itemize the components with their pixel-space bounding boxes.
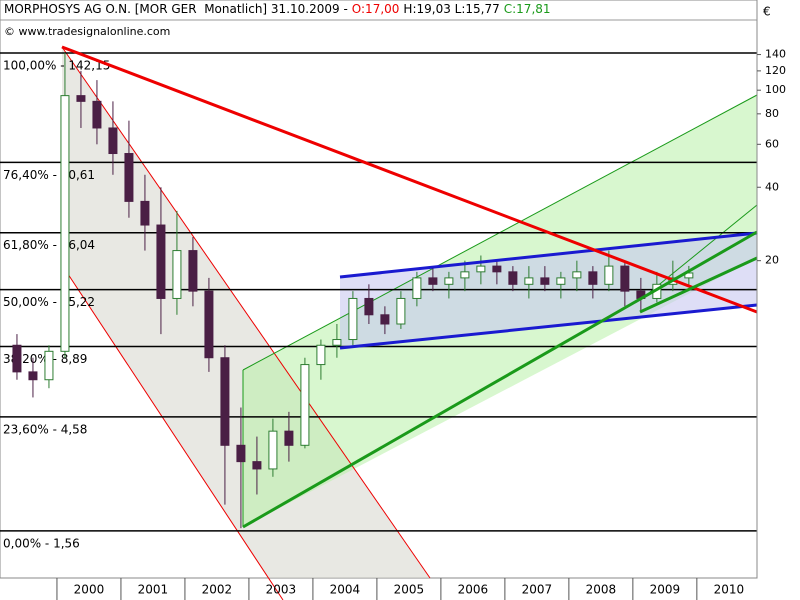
x-tick-label: 2003	[266, 583, 297, 597]
candle-body	[316, 344, 326, 366]
candle-body	[684, 272, 694, 279]
fib-label: 50,00% - 15,22	[3, 295, 95, 309]
candle-body	[492, 265, 502, 273]
candle-body	[332, 339, 342, 346]
header-close: C:17,81	[503, 2, 551, 16]
x-tick-label: 2004	[330, 583, 361, 597]
y-tick-label: 140	[765, 48, 786, 61]
candle-body	[60, 95, 70, 352]
candle-body	[188, 250, 198, 292]
x-tick-label: 2005	[394, 583, 425, 597]
fib-label: 0,00% - 1,56	[3, 536, 80, 550]
x-tick-label: 2001	[138, 583, 169, 597]
candle-body	[428, 277, 438, 285]
x-tick-label: 2002	[202, 583, 233, 597]
x-tick-label: 2010	[714, 583, 745, 597]
source: © www.tradesignalonline.com	[4, 25, 170, 38]
channel-line	[61, 264, 284, 600]
candle-body	[572, 271, 582, 279]
header-high-low: H:19,03 L:15,77	[403, 2, 500, 16]
candle-body	[524, 277, 534, 285]
candle-body	[12, 344, 22, 373]
trend-line	[61, 45, 758, 314]
drawings	[61, 46, 758, 600]
fib-label: 100,00% - 142,15	[3, 58, 110, 72]
candle-body	[300, 364, 310, 446]
y-tick-label: 120	[765, 64, 786, 77]
candle-body	[140, 200, 150, 226]
fib-label: 23,60% - 4,58	[3, 422, 87, 436]
candle-body	[620, 265, 630, 292]
y-tick-label: 60	[765, 137, 779, 150]
candle-body	[76, 95, 86, 102]
header-title: MORPHOSYS AG O.N. [MOR GER Monatlich] 31…	[4, 2, 348, 16]
trend-line	[639, 256, 758, 314]
candle-body	[44, 350, 54, 381]
trend-line	[339, 303, 758, 350]
candle-body	[460, 271, 470, 279]
x-tick-label: 2006	[458, 583, 489, 597]
header: MORPHOSYS AG O.N. [MOR GER Monatlich] 31…	[4, 2, 555, 16]
candle-body	[156, 224, 166, 299]
candle-body	[412, 277, 422, 299]
trend-line	[339, 231, 758, 279]
candle-body	[268, 430, 278, 470]
x-tick-label: 2009	[650, 583, 681, 597]
candle-body	[364, 297, 374, 316]
y-tick-label: 20	[765, 254, 779, 267]
header-open: O:17,00	[351, 2, 400, 16]
candle-body	[380, 314, 390, 325]
candle-body	[508, 271, 518, 285]
x-tick-label: 2000	[74, 583, 105, 597]
candle-body	[108, 127, 118, 155]
candle-body	[124, 153, 134, 202]
currency: €	[763, 5, 771, 19]
candle-body	[540, 277, 550, 285]
blue-channel	[340, 233, 757, 348]
y-tick-label: 80	[765, 107, 779, 120]
channel-line	[61, 46, 431, 579]
candle-body	[284, 430, 294, 446]
candle-body	[396, 297, 406, 325]
candle-body	[204, 290, 214, 359]
y-tick-label: 100	[765, 83, 786, 96]
x-tick-label: 2008	[586, 583, 617, 597]
candle-body	[220, 357, 230, 446]
x-tick-label: 2007	[522, 583, 553, 597]
candle-body	[236, 444, 246, 463]
candle-body	[476, 265, 486, 273]
candle-body	[172, 250, 182, 299]
trend-line	[242, 230, 758, 529]
fib-label: 61,80% - 26,04	[3, 238, 95, 252]
candle-body	[252, 461, 262, 470]
candle-body	[556, 277, 566, 285]
candle-body	[444, 277, 454, 285]
candle-body	[588, 271, 598, 285]
fib-label: 76,40% - 50,61	[3, 168, 95, 182]
y-tick-label: 40	[765, 180, 779, 193]
trend-lines	[61, 45, 758, 529]
candle-body	[604, 265, 614, 285]
candle-body	[92, 100, 102, 129]
candle-body	[348, 297, 358, 341]
candle-body	[28, 371, 38, 381]
